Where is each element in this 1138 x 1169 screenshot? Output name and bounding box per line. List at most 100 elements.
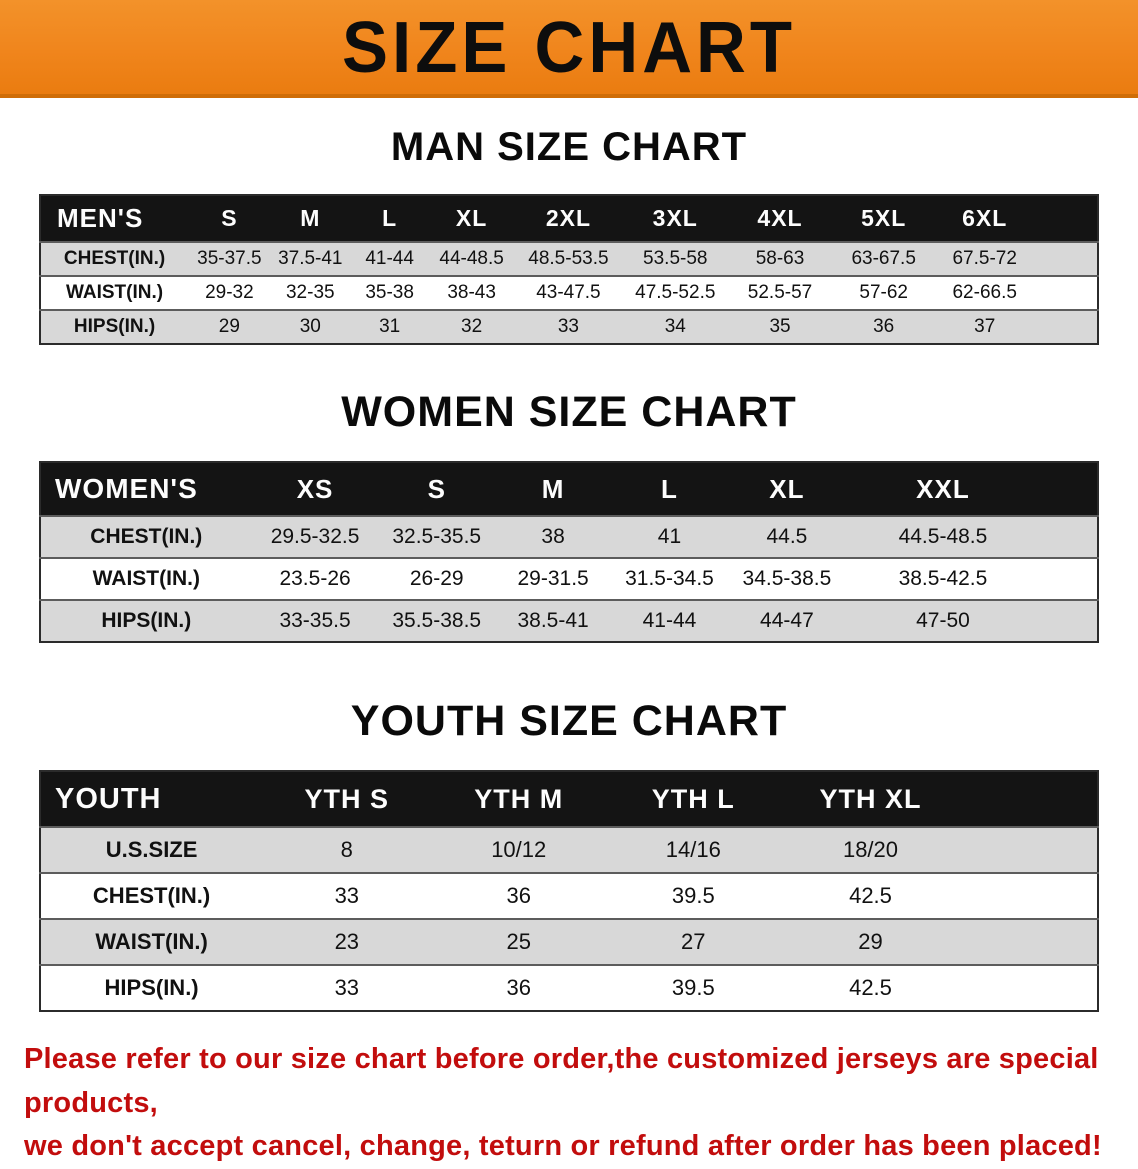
table-row: WAIST(IN.) 23 25 27 29 — [40, 919, 1098, 965]
size-col-header: 2XL — [513, 195, 623, 242]
measure-label: CHEST(IN.) — [92, 883, 211, 908]
size-value: 30 — [299, 316, 321, 337]
size-value: 63-67.5 — [851, 248, 916, 269]
page-title: SIZE CHART — [342, 6, 796, 88]
men-table-title: MEN'S — [40, 195, 189, 242]
youth-table-title: YOUTH — [40, 771, 263, 827]
size-value: 14/16 — [665, 837, 721, 862]
size-value: 44.5 — [766, 525, 808, 548]
size-value: 34 — [664, 316, 686, 337]
size-value: 41 — [657, 525, 682, 548]
size-value: 57-62 — [859, 282, 908, 303]
size-value: 41-44 — [365, 248, 414, 269]
size-value: 36 — [506, 975, 531, 1000]
size-value: 38 — [541, 525, 565, 548]
size-value: 29-31.5 — [517, 567, 589, 590]
filler-cell — [1034, 310, 1098, 344]
measure-label: HIPS(IN.) — [73, 316, 156, 337]
men-table-header-row: MEN'S S M L XL 2XL 3XL 4XL 5XL 6XL — [40, 195, 1098, 242]
size-value: 10/12 — [491, 837, 547, 862]
size-col-header: 6XL — [935, 195, 1035, 242]
size-value: 31.5-34.5 — [625, 567, 714, 590]
size-value: 33 — [557, 316, 579, 337]
filler-cell — [1039, 462, 1098, 516]
measure-label: HIPS(IN.) — [101, 609, 192, 632]
size-value: 44-48.5 — [439, 248, 504, 269]
size-value: 52.5-57 — [747, 282, 813, 303]
size-value: 32-35 — [285, 282, 335, 303]
size-value: 35.5-38.5 — [392, 609, 482, 632]
size-value: 29 — [218, 316, 240, 337]
women-table-header-row: WOMEN'S XS S M L XL XXL — [40, 462, 1098, 516]
size-value: 29-32 — [205, 282, 254, 303]
size-value: 25 — [506, 929, 531, 954]
filler-cell — [960, 965, 1098, 1011]
table-row: U.S.SIZE 8 10/12 14/16 18/20 — [40, 827, 1098, 873]
size-value: 27 — [681, 929, 706, 954]
size-value: 53.5-58 — [643, 248, 708, 269]
size-value: 35-37.5 — [197, 248, 262, 269]
size-col-header: S — [378, 462, 495, 516]
filler-cell — [1040, 558, 1098, 600]
size-value: 47-50 — [916, 609, 970, 632]
size-value: 48.5-53.5 — [528, 248, 609, 269]
men-size-table: MEN'S S M L XL 2XL 3XL 4XL 5XL 6XL CHEST… — [39, 194, 1099, 345]
youth-table-header-row: YOUTH YTH S YTH M YTH L YTH XL — [40, 771, 1098, 827]
size-value: 31 — [379, 316, 401, 337]
men-section-heading: MAN SIZE CHART — [390, 125, 748, 169]
table-row: CHEST(IN.) 29.5-32.5 32.5-35.5 38 41 44.… — [40, 516, 1098, 558]
size-col-header: M — [494, 462, 612, 516]
size-value: 36 — [873, 316, 895, 337]
size-value: 37.5-41 — [278, 248, 343, 269]
size-col-header: YTH S — [262, 771, 432, 827]
filler-cell — [960, 873, 1098, 919]
size-col-header: YTH XL — [780, 771, 961, 827]
size-value: 33 — [334, 883, 360, 908]
size-chart-banner: SIZE CHART — [0, 0, 1138, 98]
size-value: 39.5 — [671, 975, 715, 1000]
size-value: 67.5-72 — [952, 248, 1017, 269]
size-value: 38.5-41 — [517, 609, 589, 632]
size-col-header: XS — [251, 462, 379, 516]
measure-label: U.S.SIZE — [105, 837, 198, 862]
youth-size-table: YOUTH YTH S YTH M YTH L YTH XL U.S.SIZE … — [39, 770, 1099, 1012]
size-col-header: L — [349, 195, 430, 242]
filler-cell — [1034, 195, 1098, 242]
size-value: 43-47.5 — [536, 282, 601, 303]
size-col-header: S — [188, 195, 271, 242]
size-value: 62-66.5 — [952, 282, 1017, 303]
youth-section-heading: YOUTH SIZE CHART — [350, 697, 788, 745]
size-value: 32.5-35.5 — [392, 525, 482, 548]
size-value: 39.5 — [671, 883, 715, 908]
women-table-title: WOMEN'S — [40, 462, 252, 516]
measure-label: HIPS(IN.) — [104, 975, 199, 1000]
size-value: 18/20 — [842, 837, 899, 862]
size-value: 29 — [858, 929, 883, 954]
size-value: 32 — [461, 316, 483, 337]
filler-cell — [960, 771, 1098, 827]
table-row: HIPS(IN.) 33 36 39.5 42.5 — [40, 965, 1098, 1011]
size-value: 23.5-26 — [279, 567, 351, 590]
filler-cell — [1040, 516, 1098, 558]
table-row: HIPS(IN.) 29 30 31 32 33 34 35 36 37 — [40, 310, 1098, 344]
size-col-header: L — [611, 462, 728, 516]
size-col-header: XL — [429, 195, 514, 242]
size-value: 33-35.5 — [279, 609, 351, 632]
filler-cell — [1034, 242, 1098, 276]
measure-label: CHEST(IN.) — [90, 525, 203, 548]
size-value: 29.5-32.5 — [270, 525, 360, 548]
size-value: 35 — [769, 316, 791, 337]
filler-cell — [1040, 600, 1098, 642]
filler-cell — [960, 827, 1098, 873]
table-row: WAIST(IN.) 29-32 32-35 35-38 38-43 43-47… — [40, 276, 1098, 310]
size-value: 42.5 — [849, 975, 892, 1000]
women-size-table: WOMEN'S XS S M L XL XXL CHEST(IN.) 29.5-… — [39, 461, 1099, 643]
size-col-header: 3XL — [622, 195, 728, 242]
size-value: 26-29 — [409, 567, 464, 590]
measure-label: CHEST(IN.) — [63, 248, 166, 269]
size-value: 38.5-42.5 — [898, 567, 988, 590]
table-row: WAIST(IN.) 23.5-26 26-29 29-31.5 31.5-34… — [40, 558, 1098, 600]
order-policy-note-line1: Please refer to our size chart before or… — [24, 1043, 1099, 1119]
size-col-header: YTH L — [606, 771, 781, 827]
size-col-header: M — [270, 195, 350, 242]
